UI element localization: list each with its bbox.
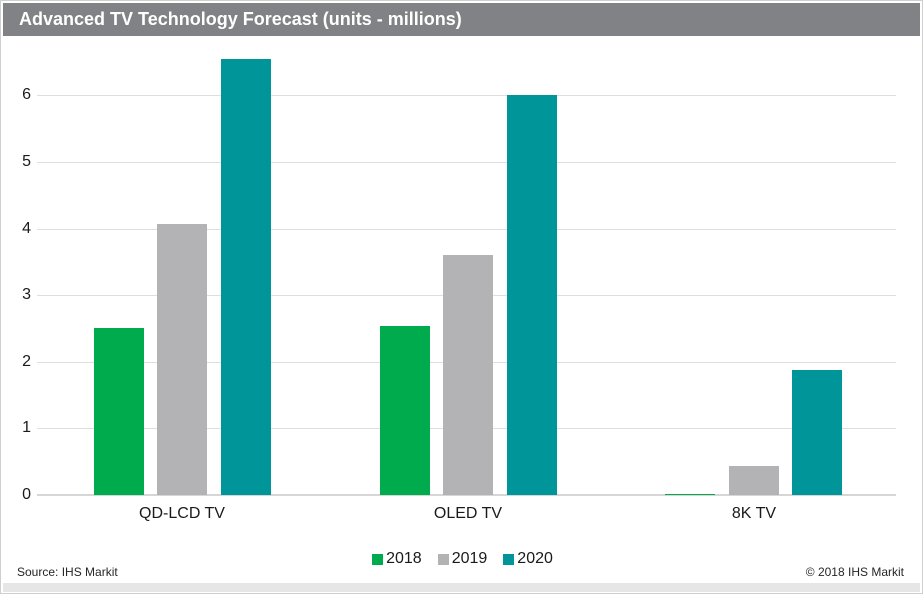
legend-item-2020: 2020 (503, 550, 553, 568)
bar-2019-qd-lcd-tv (157, 224, 207, 495)
bar-2020-qd-lcd-tv (221, 59, 271, 495)
legend-marker-2019-icon (437, 553, 449, 565)
gridline-y-4 (37, 229, 896, 230)
legend-label-2020: 2020 (517, 550, 553, 567)
category-label-oled-tv: OLED TV (433, 505, 503, 522)
legend-marker-2020-icon (503, 553, 515, 565)
legend-marker-2018-icon (372, 553, 384, 565)
copyright-note: © 2018 IHS Markit (805, 565, 904, 579)
y-tick-label-2: 2 (22, 353, 31, 370)
source-note: Source: IHS Markit (17, 565, 118, 579)
chart-title-bar: Advanced TV Technology Forecast (units -… (3, 3, 920, 36)
category-label-8k-tv: 8K TV (731, 505, 777, 522)
x-axis-line (37, 494, 896, 496)
bar-2018-oled-tv (380, 326, 430, 495)
y-tick-label-6: 6 (22, 86, 31, 103)
bar-2018-qd-lcd-tv (94, 328, 144, 495)
gridline-y-5 (37, 162, 896, 163)
y-tick-label-4: 4 (22, 220, 31, 237)
y-tick-label-0: 0 (22, 486, 31, 503)
chart-title: Advanced TV Technology Forecast (units -… (19, 9, 462, 29)
bar-2020-8k-tv (792, 370, 842, 495)
gridline-y-6 (37, 95, 896, 96)
y-tick-label-1: 1 (22, 419, 31, 436)
category-label-qd-lcd-tv: QD-LCD TV (139, 505, 225, 522)
y-tick-label-5: 5 (22, 153, 31, 170)
legend: 2018 2019 2020 (1, 549, 922, 569)
bar-2019-oled-tv (443, 255, 493, 495)
bar-2019-8k-tv (729, 466, 779, 495)
legend-label-2019: 2019 (451, 550, 488, 567)
bar-2020-oled-tv (507, 95, 557, 495)
legend-label-2018: 2018 (386, 550, 422, 567)
legend-item-2019: 2019 (437, 550, 488, 568)
footer-strip (3, 583, 920, 592)
y-tick-label-3: 3 (22, 286, 31, 303)
legend-item-2018: 2018 (372, 550, 422, 568)
bar-2018-8k-tv (665, 494, 715, 495)
